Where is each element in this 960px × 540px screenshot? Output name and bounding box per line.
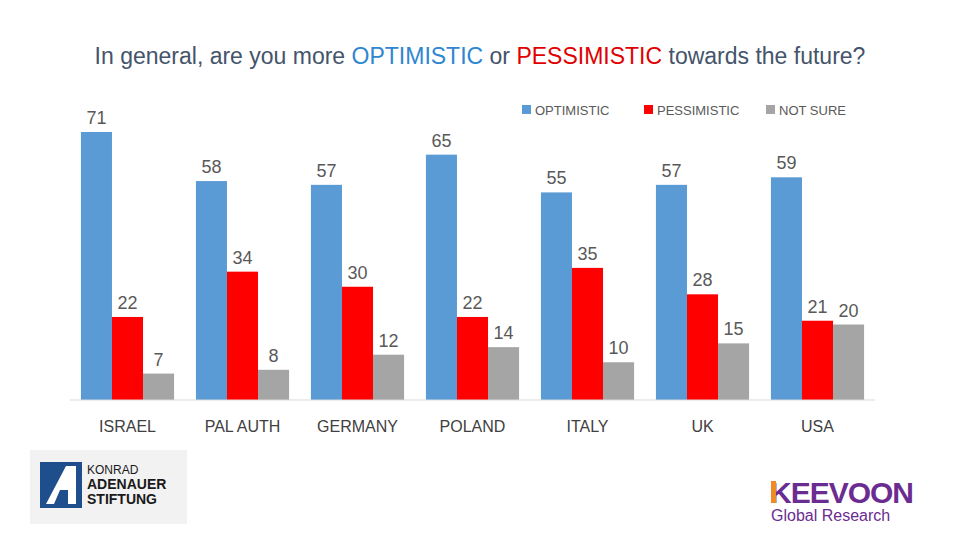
logo-accent	[771, 481, 776, 503]
x-tick-label: PAL AUTH	[205, 418, 281, 435]
legend-swatch	[522, 105, 531, 114]
data-label: 22	[117, 293, 137, 313]
data-label: 21	[807, 297, 827, 317]
data-label: 12	[379, 331, 399, 351]
x-tick-label: UK	[691, 418, 714, 435]
bars	[81, 132, 864, 400]
title-part: OPTIMISTIC	[352, 43, 484, 69]
data-label: 28	[692, 270, 712, 290]
title-part: or	[483, 43, 516, 69]
bar	[572, 268, 603, 400]
legend: OPTIMISTIC PESSIMISTIC NOT SURE	[522, 103, 846, 118]
logo-text: STIFTUNG	[87, 491, 157, 507]
data-label: 8	[269, 346, 279, 366]
chart-root: In general, are you more OPTIMISTIC or P…	[0, 0, 960, 540]
bar	[342, 287, 373, 400]
x-tick-label: ISRAEL	[99, 418, 156, 435]
logo-kas: KONRADADENAUERSTIFTUNG	[30, 450, 187, 524]
data-labels: 71 22 7 58 34 8 57 30 12 65 22 14 55 35 10 57 28 15 59 21 20	[86, 108, 858, 370]
data-label: 35	[577, 244, 597, 264]
data-label: 34	[232, 248, 252, 268]
data-label: 57	[661, 161, 681, 181]
bar	[541, 192, 572, 400]
logo-text: KONRAD	[87, 463, 139, 477]
bar	[81, 132, 112, 400]
bar	[426, 155, 457, 400]
bar	[771, 177, 802, 400]
legend-label: PESSIMISTIC	[657, 103, 739, 118]
title: In general, are you more OPTIMISTIC or P…	[95, 43, 866, 69]
legend-swatch	[644, 105, 653, 114]
bar	[457, 317, 488, 400]
data-label: 65	[431, 131, 451, 151]
bar	[143, 374, 174, 400]
data-label: 7	[154, 350, 164, 370]
data-label: 58	[201, 157, 221, 177]
logo-text: Global Research	[771, 507, 890, 524]
logo-keevoon: KEEVOONGlobal Research	[770, 476, 913, 524]
data-label: 20	[839, 301, 859, 321]
logo-mark	[46, 466, 76, 504]
bar	[227, 272, 258, 400]
x-axis-line	[70, 400, 875, 401]
bar	[603, 362, 634, 400]
title-part: In general, are you more	[95, 43, 352, 69]
data-label: 10	[609, 338, 629, 358]
title-part: towards the future?	[662, 43, 865, 69]
x-tick-label: GERMANY	[317, 418, 398, 435]
x-tick-label: USA	[801, 418, 834, 435]
bar	[718, 343, 749, 400]
title-part: PESSIMISTIC	[516, 43, 662, 69]
bar	[833, 325, 864, 400]
data-label: 71	[86, 108, 106, 128]
bar	[488, 347, 519, 400]
data-label: 14	[494, 323, 514, 343]
chart-svg: In general, are you more OPTIMISTIC or P…	[0, 0, 960, 540]
logo-text: ADENAUER	[87, 476, 166, 492]
data-label: 57	[316, 161, 336, 181]
data-label: 30	[347, 263, 367, 283]
bar	[196, 181, 227, 400]
bar	[802, 321, 833, 400]
bar	[311, 185, 342, 400]
data-label: 15	[724, 319, 744, 339]
legend-swatch	[766, 105, 775, 114]
x-tick-label: ITALY	[566, 418, 608, 435]
logo-text: KEEVOON	[770, 476, 913, 509]
logo-square	[40, 462, 82, 508]
data-label: 22	[462, 293, 482, 313]
bar	[373, 355, 404, 400]
data-label: 59	[776, 153, 796, 173]
bar	[112, 317, 143, 400]
bar	[687, 294, 718, 400]
legend-label: OPTIMISTIC	[535, 103, 609, 118]
logo-bg	[30, 450, 187, 524]
x-tick-label: POLAND	[440, 418, 506, 435]
x-axis: ISRAEL PAL AUTH GERMANY POLAND ITALY UK USA	[70, 400, 875, 435]
bar	[258, 370, 289, 400]
bar	[656, 185, 687, 400]
legend-label: NOT SURE	[779, 103, 846, 118]
data-label: 55	[546, 168, 566, 188]
